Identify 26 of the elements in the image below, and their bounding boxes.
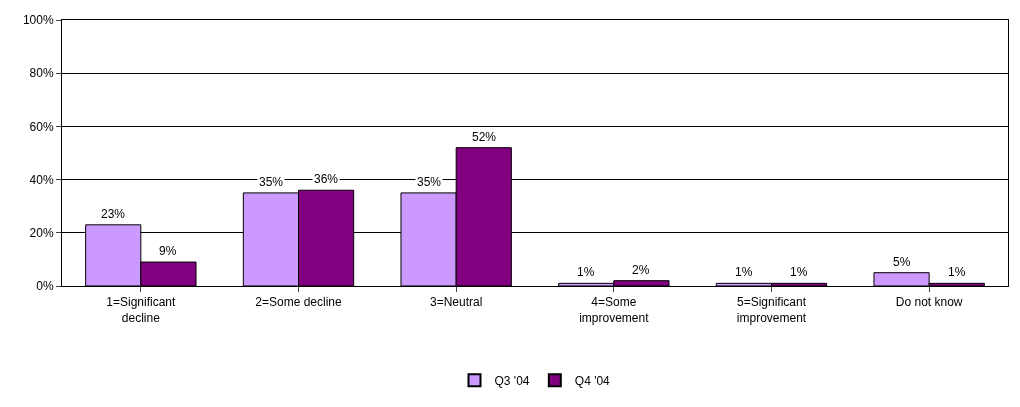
data-label: 1% (735, 265, 753, 279)
y-tick-label: 100% (22, 13, 54, 28)
x-tick-label: Do not know (895, 295, 963, 310)
x-tick-label: 4=Some improvement (579, 295, 650, 325)
y-tick-label: 80% (29, 66, 54, 81)
data-label: 23% (101, 207, 126, 221)
y-tick-label: 40% (29, 172, 54, 187)
x-tick-label: 3=Neutral (429, 295, 483, 310)
data-label: 1% (577, 265, 595, 279)
y-tick-label: 0% (36, 279, 54, 294)
y-tick-label: 20% (29, 226, 54, 240)
x-tick-label: 5=Significant improvement (736, 295, 807, 325)
data-label: 9% (159, 244, 177, 258)
data-label: 1% (948, 265, 966, 279)
data-label: 35% (417, 175, 442, 189)
legend-label: Q3 '04 (494, 373, 530, 388)
data-label: 2% (632, 263, 650, 277)
y-tick-label: 60% (29, 119, 54, 134)
data-label: 52% (472, 130, 497, 144)
data-label: 1% (790, 265, 808, 279)
data-label: 36% (314, 172, 339, 186)
data-label: 5% (893, 255, 911, 269)
data-label: 35% (259, 175, 284, 189)
legend-label: Q4 '04 (574, 373, 611, 388)
x-tick-label: 2=Some decline (255, 295, 343, 310)
x-tick-label: 1=Significant decline (106, 295, 177, 325)
